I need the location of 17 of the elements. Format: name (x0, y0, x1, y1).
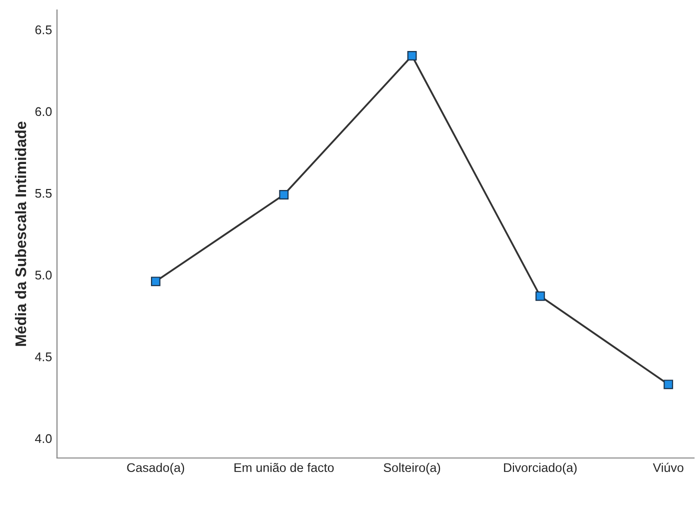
y-axis-title: Média da Subescala Intimidade (14, 122, 26, 346)
point (664, 380, 674, 390)
point (279, 190, 289, 200)
point (407, 51, 417, 61)
x-tick-label: Solteiro(a) (384, 462, 440, 475)
y-tick-label: 5.5 (35, 189, 52, 198)
y-tick-label: 4.5 (35, 352, 52, 362)
point (150, 276, 160, 286)
x-tick-label: Viúvo (652, 462, 684, 472)
y-tick-label: 6.0 (35, 107, 52, 116)
y-tick-label: 5.0 (35, 270, 52, 280)
y-tick-label: 4.0 (35, 434, 52, 444)
x-tick-label: Divorciado(a) (504, 462, 577, 475)
x-tick-label: Casado(a) (127, 462, 184, 475)
point (535, 291, 545, 301)
x-tick-label: Em união de facto (234, 462, 334, 472)
y-tick-label: 6.5 (35, 25, 52, 34)
